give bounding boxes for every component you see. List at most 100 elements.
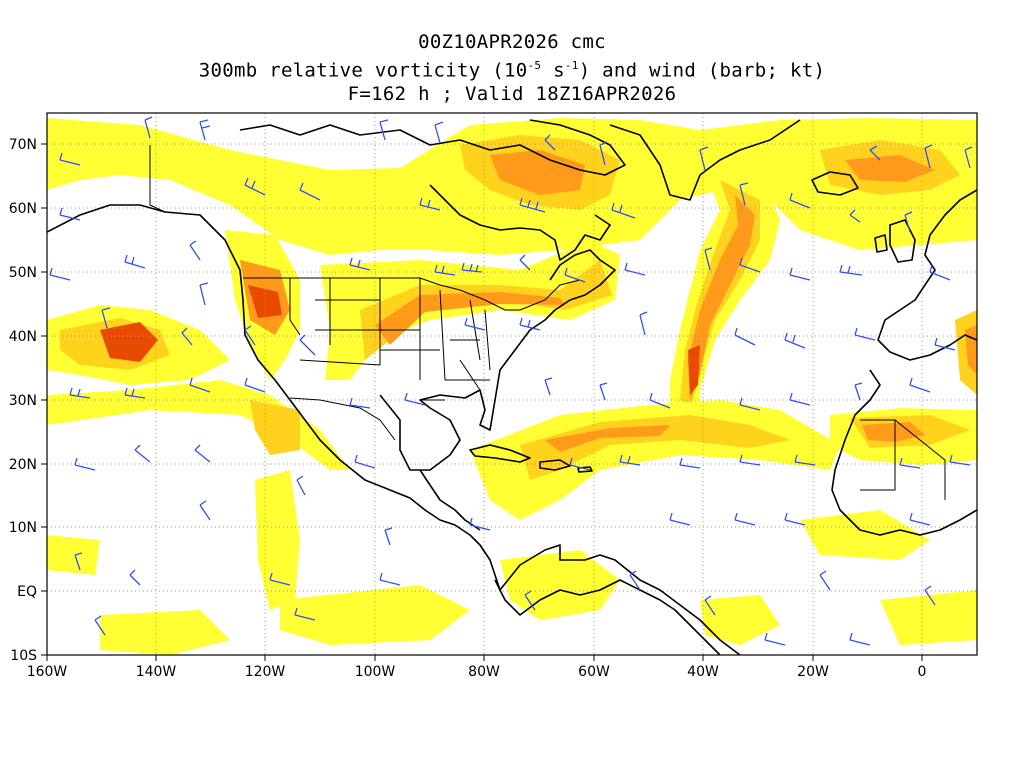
title-text: ) and wind (barb; kt): [578, 59, 826, 82]
wind-barb: [964, 146, 973, 169]
wind-barb: [94, 615, 106, 636]
lat-label: 10S: [10, 648, 37, 664]
wind-barb: [74, 457, 96, 471]
wind-barb: [299, 182, 321, 201]
lat-label: 40N: [9, 329, 37, 345]
border-us-mexico: [289, 397, 396, 441]
plot-frame: [46, 112, 978, 656]
wind-barb: [269, 572, 291, 586]
vorticity-region: [47, 535, 100, 575]
vorticity-region: [280, 585, 470, 645]
wind-barb: [181, 327, 193, 346]
lat-label: 10N: [9, 520, 37, 536]
lat-label: 50N: [9, 265, 37, 281]
lat-labels: 70N 60N 50N 40N 30N 20N 10N EQ 10S: [9, 137, 37, 664]
wind-barb: [519, 317, 541, 331]
wind-barb: [569, 457, 591, 471]
us-state-lines: [289, 278, 491, 401]
wind-barbs: [49, 116, 973, 646]
coastline-puerto-rico: [577, 466, 593, 473]
wind-barb: [909, 377, 931, 393]
wind-barb: [194, 444, 211, 463]
wind-barb: [849, 632, 871, 646]
wind-barb: [434, 264, 456, 276]
wind-barb: [639, 311, 648, 336]
vorticity-region: [320, 240, 620, 380]
wind-barb: [679, 457, 701, 469]
lon-label: 60W: [578, 664, 610, 680]
wind-barb: [704, 595, 716, 616]
wind-barb: [789, 392, 811, 406]
wind-barb: [934, 337, 956, 351]
wind-barb: [669, 512, 691, 526]
wind-barb: [924, 585, 936, 606]
title-exponent: -1: [564, 59, 579, 72]
lon-label: 100W: [355, 664, 396, 680]
wind-barb: [59, 207, 81, 221]
vorticity-region: [250, 400, 300, 455]
wind-barb: [469, 517, 491, 531]
border-africa: [860, 419, 946, 500]
wind-barb: [929, 264, 951, 281]
title-text: s: [541, 59, 565, 82]
wind-barb: [739, 182, 749, 206]
wind-barb: [349, 257, 371, 271]
wind-barb: [649, 392, 671, 409]
wind-barb: [544, 377, 553, 396]
wind-barb: [244, 377, 266, 393]
wind-barb: [869, 145, 881, 161]
axis-ticks: [41, 143, 923, 661]
vorticity-region: [845, 155, 935, 182]
wind-barb: [354, 454, 376, 469]
lon-label: 80W: [468, 664, 500, 680]
lat-label: EQ: [17, 584, 37, 600]
wind-barb: [764, 632, 786, 646]
wind-barb: [794, 454, 816, 466]
political-boundaries: [149, 145, 946, 500]
coastline-hispaniola: [539, 459, 571, 471]
plot-title: 00Z10APR2026 cmc 300mb relative vorticit…: [0, 30, 1024, 106]
wind-barb: [849, 209, 861, 223]
wind-barb: [189, 377, 211, 393]
wind-barb: [199, 500, 211, 521]
wind-barb: [611, 202, 636, 219]
wind-barb: [404, 392, 426, 406]
wind-barb: [379, 119, 389, 141]
wind-barb: [464, 317, 486, 331]
wind-barb: [519, 254, 531, 271]
coastline-iceland: [811, 171, 859, 196]
wind-barb: [244, 325, 256, 346]
wind-barb: [74, 552, 83, 571]
wind-barb: [419, 197, 441, 211]
wind-barb: [564, 267, 586, 283]
wind-barb: [379, 572, 401, 586]
vorticity-region: [375, 292, 565, 345]
coastline-greenland: [609, 119, 801, 201]
wind-barb: [629, 570, 641, 591]
lat-label: 30N: [9, 393, 37, 409]
wind-barb: [739, 454, 761, 466]
vorticity-region: [688, 345, 700, 395]
wind-barb: [434, 121, 444, 144]
wind-barb: [296, 475, 306, 496]
vorticity-region: [545, 425, 670, 452]
wind-barb: [739, 397, 761, 411]
vorticity-region: [688, 195, 755, 400]
coastline-british-isles: [889, 219, 916, 263]
wind-barb: [699, 146, 709, 171]
coastlines: [47, 119, 977, 655]
vorticity-region: [880, 590, 977, 645]
wind-barb: [299, 334, 316, 356]
wind-barb: [49, 267, 71, 281]
wind-barb: [144, 116, 153, 139]
coastline-hudson-bay: [429, 184, 611, 261]
coastline-europe: [877, 189, 977, 361]
wind-barb: [384, 527, 393, 546]
vorticity-region: [255, 470, 300, 610]
wind-barb: [739, 257, 761, 273]
coastline-arctic-islands: [239, 119, 626, 176]
lon-label: 20W: [797, 664, 829, 680]
lat-label: 70N: [9, 137, 37, 153]
wind-barb: [519, 197, 546, 213]
